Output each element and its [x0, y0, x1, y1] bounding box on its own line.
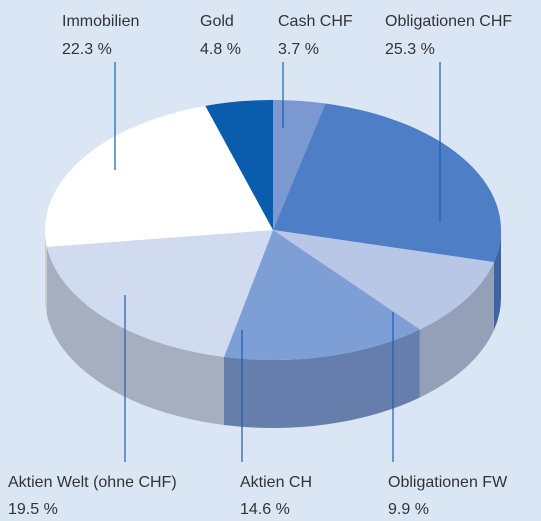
slice-value: 25.3 % [385, 41, 435, 58]
slice [273, 103, 501, 263]
slice-side [45, 230, 47, 315]
slice-label: Obligationen CHF [385, 13, 512, 30]
slice-label: Gold [200, 13, 234, 30]
slice-label: Immobilien [62, 13, 139, 30]
slice-label: Obligationen FW [388, 474, 508, 491]
slice-value: 19.5 % [8, 501, 58, 518]
slice [46, 230, 274, 357]
slice-value: 9.9 % [388, 501, 429, 518]
slice [273, 230, 494, 330]
slice-value: 22.3 % [62, 41, 112, 58]
slice-side [46, 246, 225, 425]
slice [224, 230, 420, 360]
slice-side [419, 262, 494, 398]
slice-value: 3.7 % [278, 41, 319, 58]
slice [273, 100, 326, 230]
slice [205, 100, 273, 230]
slice-side [493, 230, 501, 331]
slice-label: Aktien Welt (ohne CHF) [8, 474, 177, 491]
slice-label: Cash CHF [278, 13, 353, 30]
slice [44, 105, 273, 247]
slice-value: 4.8 % [200, 41, 241, 58]
slice-label: Aktien CH [240, 474, 312, 491]
slice-value: 14.6 % [240, 501, 290, 518]
slice-side [224, 329, 420, 428]
